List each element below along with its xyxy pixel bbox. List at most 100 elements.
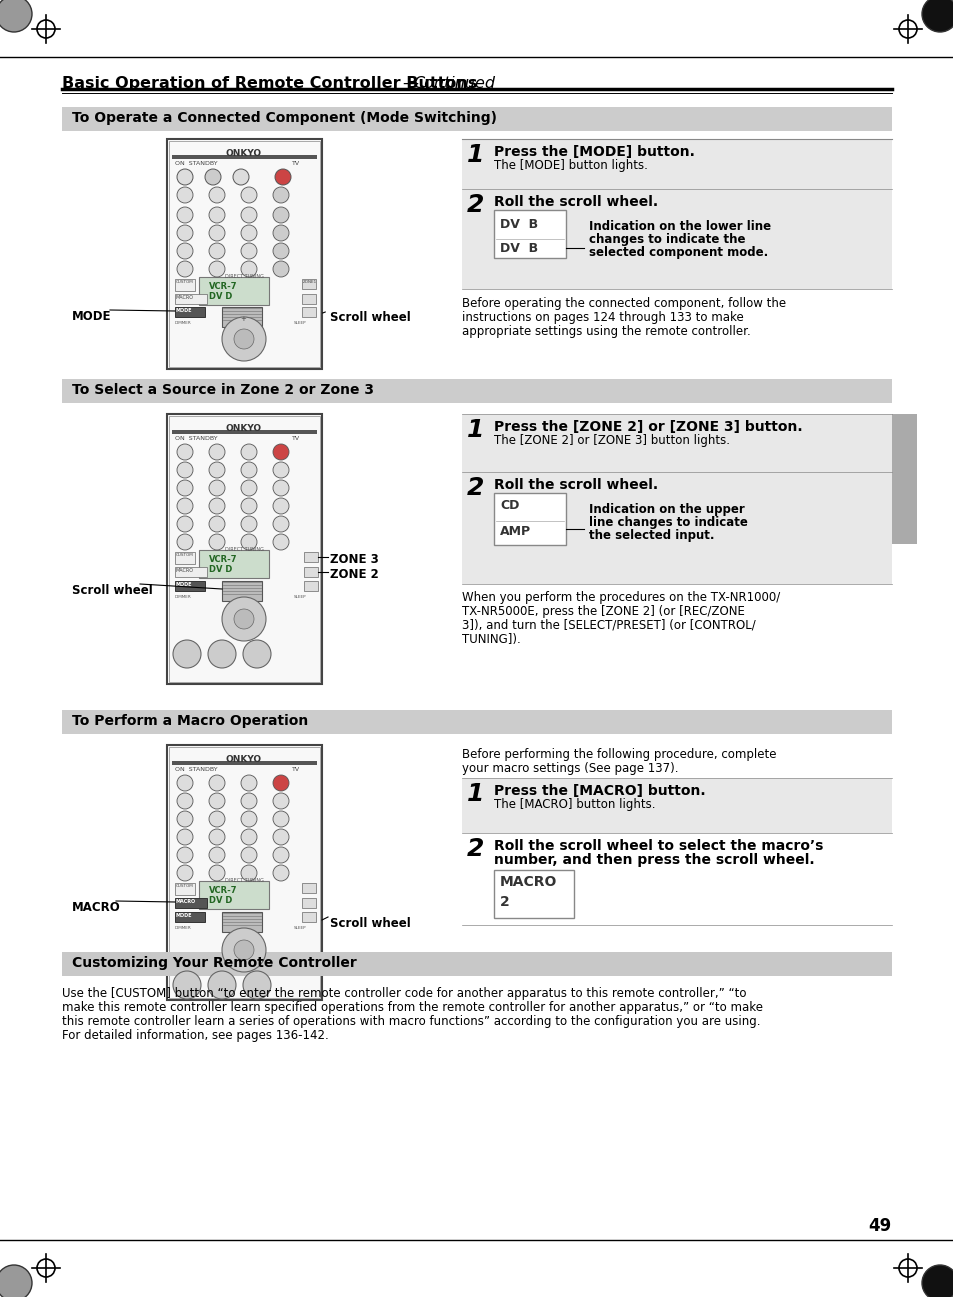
Text: The [ZONE 2] or [ZONE 3] button lights.: The [ZONE 2] or [ZONE 3] button lights. [494,434,729,447]
Circle shape [177,534,193,550]
Text: VCR-7: VCR-7 [209,886,237,895]
Bar [222,307,262,327]
Text: 2: 2 [499,895,509,909]
Circle shape [172,639,201,668]
Circle shape [177,847,193,863]
Text: MACRO: MACRO [499,875,557,888]
Circle shape [208,971,235,999]
Circle shape [273,865,289,881]
Text: Scroll wheel: Scroll wheel [330,917,411,930]
Text: VCR-7: VCR-7 [209,555,237,564]
Circle shape [209,534,225,550]
Bar [222,581,262,601]
Text: MODE: MODE [175,582,193,588]
Circle shape [205,169,221,185]
Circle shape [209,208,225,223]
Bar [302,883,315,894]
Text: VCR-7: VCR-7 [209,281,237,291]
Bar [172,761,316,765]
Bar [302,307,315,316]
Circle shape [209,243,225,259]
Circle shape [209,187,225,204]
Text: DV D: DV D [209,896,233,905]
Text: ZONE 3: ZONE 3 [330,553,378,565]
Text: ONKYO: ONKYO [226,149,262,158]
Circle shape [209,444,225,460]
Text: SLEEP: SLEEP [294,595,306,599]
Text: Roll the scroll wheel to select the macro’s: Roll the scroll wheel to select the macr… [494,839,822,853]
Text: To Perform a Macro Operation: To Perform a Macro Operation [71,715,308,728]
Circle shape [241,187,256,204]
Circle shape [177,169,193,185]
Circle shape [177,792,193,809]
Circle shape [209,829,225,846]
Circle shape [177,444,193,460]
Circle shape [273,534,289,550]
Circle shape [209,462,225,479]
Bar [461,189,891,289]
Circle shape [241,243,256,259]
Circle shape [177,811,193,827]
Text: Basic Operation of Remote Controller Buttons: Basic Operation of Remote Controller But… [62,77,476,91]
Bar [174,553,194,564]
Text: line changes to indicate: line changes to indicate [588,516,747,529]
Text: TV: TV [292,767,300,772]
Text: DIMMER: DIMMER [174,595,192,599]
Text: CUSTOM: CUSTOM [175,885,193,888]
Bar [304,567,317,577]
Text: ON  STANDBY: ON STANDBY [174,767,217,772]
Circle shape [241,516,256,532]
Text: MODE: MODE [175,307,193,313]
Bar [461,472,891,584]
Text: MODE: MODE [175,913,193,918]
Circle shape [0,1265,32,1297]
Circle shape [208,639,235,668]
Text: ONKYO: ONKYO [226,755,262,764]
Bar [174,898,207,908]
Text: ON  STANDBY: ON STANDBY [174,436,217,441]
Text: ONKYO: ONKYO [226,424,262,433]
Circle shape [921,1265,953,1297]
Circle shape [241,829,256,846]
Circle shape [209,480,225,495]
Text: ZONE1: ZONE1 [303,280,316,284]
Circle shape [233,940,253,960]
Text: DV  B: DV B [499,243,537,256]
Circle shape [921,0,953,32]
Circle shape [273,847,289,863]
Text: DV  B: DV B [499,218,537,231]
Circle shape [273,792,289,809]
Text: selected component mode.: selected component mode. [588,246,767,259]
Circle shape [243,971,271,999]
Circle shape [273,224,289,241]
Circle shape [273,243,289,259]
Text: 2: 2 [467,193,484,217]
Circle shape [209,811,225,827]
Bar [494,210,565,258]
Bar [174,883,194,895]
Text: 2: 2 [467,476,484,501]
Bar [169,141,319,367]
Text: Press the [MODE] button.: Press the [MODE] button. [494,145,694,160]
Text: DV D: DV D [209,565,233,575]
Bar [494,493,565,545]
Bar [494,870,574,918]
Bar [62,709,891,734]
Text: 2: 2 [467,837,484,861]
Text: this remote controller learn a series of operations with macro functions” accord: this remote controller learn a series of… [62,1016,760,1029]
Text: MACRO: MACRO [175,294,193,300]
Circle shape [241,776,256,791]
Circle shape [233,610,253,629]
Circle shape [209,224,225,241]
Circle shape [241,865,256,881]
Text: CD: CD [499,499,518,512]
Text: CUSTOM: CUSTOM [175,280,193,284]
Text: 1: 1 [467,143,484,167]
Circle shape [273,498,289,514]
Circle shape [241,792,256,809]
Circle shape [273,829,289,846]
Bar [172,431,316,434]
Text: 49: 49 [868,1217,891,1235]
Text: 1: 1 [467,782,484,805]
Circle shape [222,597,266,641]
